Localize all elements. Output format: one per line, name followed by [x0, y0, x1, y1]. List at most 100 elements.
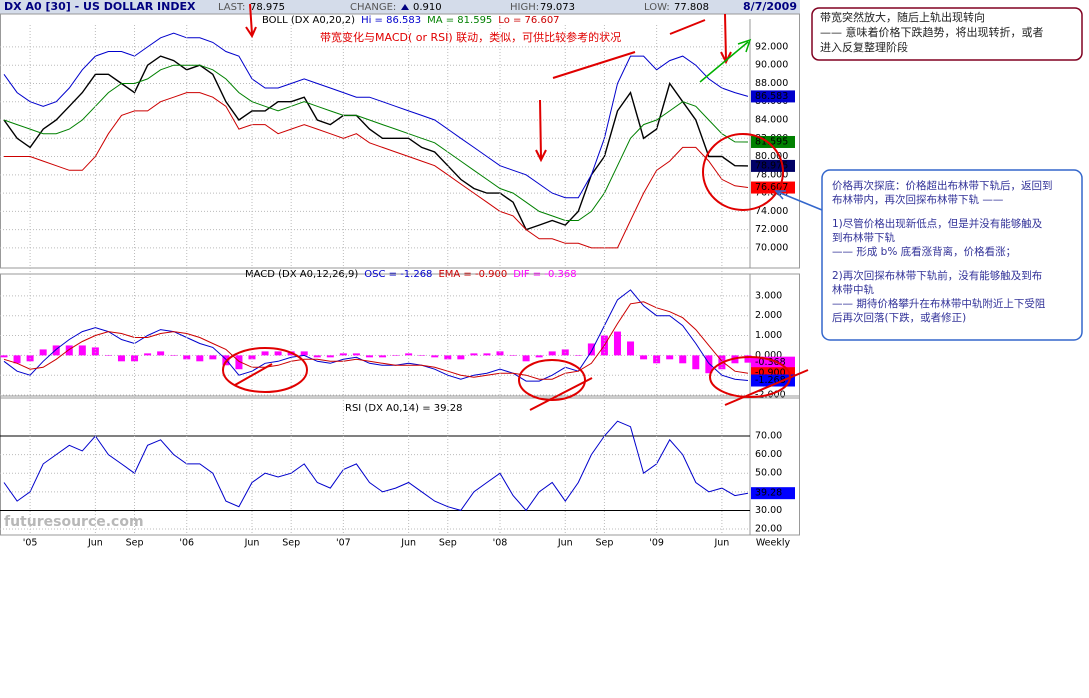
subtitle-part: DIF = -0.368 [513, 269, 576, 280]
y-tick-label: 90.000 [755, 60, 788, 71]
histogram-bar [261, 351, 269, 356]
top-note-box [811, 7, 1083, 61]
histogram-bar [144, 353, 152, 356]
x-axis-label: Weekly [756, 538, 791, 549]
histogram-bar [235, 355, 243, 370]
histogram-bar [679, 355, 687, 364]
low-label: LOW: [644, 2, 670, 13]
y-tick-label: 70.00 [755, 431, 782, 442]
histogram-bar [613, 331, 621, 356]
value-tag-label: 76.607 [755, 182, 788, 193]
histogram-bar [313, 355, 321, 358]
chart-note: 带宽变化与MACD( or RSI) 联动，类似，可供比较参考的状况 [320, 30, 621, 44]
x-tick-label: Jun [557, 538, 573, 549]
header-bar [0, 0, 800, 14]
value-tag-label: 81.595 [755, 136, 788, 147]
series-line [3, 420, 749, 512]
series-line [3, 64, 749, 221]
annotation-marks [222, 3, 809, 411]
subtitle-part: Lo = 76.607 [498, 15, 559, 26]
histogram-bar [157, 351, 165, 356]
green-arrow [699, 38, 752, 83]
y-tick-label: 80.000 [755, 151, 788, 162]
x-tick-label: '08 [493, 538, 508, 549]
panel-frame [0, 13, 800, 269]
histogram-bar [666, 355, 674, 360]
value-tag [751, 90, 795, 103]
histogram-bar [248, 355, 256, 360]
plot-area: 70.00072.00074.00076.00078.00080.00082.0… [0, 13, 800, 549]
x-tick-label: Jun [400, 538, 416, 549]
watermark: futuresource.com [4, 514, 144, 530]
histogram-bar [52, 345, 60, 356]
note-line: 2)再次回探布林带下轨前，没有能够触及到布 [832, 269, 1042, 282]
histogram-bar [13, 355, 21, 364]
change-label: CHANGE: [350, 2, 396, 13]
change-value: 0.910 [413, 2, 442, 13]
panel-subtitle: RSI (DX A0,14) = 39.28 [345, 403, 462, 414]
connector [774, 190, 823, 211]
histogram-bar [39, 349, 47, 356]
y-tick-label: 2.000 [755, 310, 782, 321]
y-tick-label: 78.000 [755, 169, 788, 180]
subtitle-part: RSI (DX A0,14) = 39.28 [345, 403, 462, 414]
histogram-bar [509, 355, 517, 356]
panel-frame [0, 395, 800, 536]
top-note: 带宽突然放大，随后上轨出现转向—— 意味着价格下跌趋势，将出现转折，或者进入反复… [820, 10, 1044, 54]
histogram-bar [339, 353, 347, 356]
histogram-bar [548, 351, 556, 356]
x-tick-label: Jun [713, 538, 729, 549]
histogram-bar [496, 351, 504, 356]
y-tick-label: 72.000 [755, 224, 788, 235]
chart-title: DX A0 [30] - US DOLLAR INDEX [4, 0, 196, 13]
x-tick-label: '05 [23, 538, 38, 549]
last-value: 78.975 [250, 2, 285, 13]
y-tick-label: 50.00 [755, 468, 782, 479]
series-line [4, 92, 749, 249]
y-tick-label: 30.00 [755, 505, 782, 516]
arrow [245, 3, 257, 39]
note-line: 带宽突然放大，随后上轨出现转向 [820, 10, 985, 24]
high-value: 79.073 [540, 2, 575, 13]
x-tick-label: Jun [244, 538, 260, 549]
histogram-bar [104, 355, 112, 356]
histogram-bar [352, 353, 360, 356]
panel-subtitle: BOLL (DX A0,20,2) Hi = 86.583 MA = 81.595 L… [262, 15, 560, 26]
histogram-bar [300, 351, 308, 356]
y-tick-label: 3.000 [755, 290, 782, 301]
note-line: 布林带内，再次回探布林带下轨 —— [832, 193, 1003, 206]
trend-line [552, 19, 706, 79]
histogram-bar [431, 355, 439, 358]
histogram-bar [183, 355, 191, 360]
arrow [535, 99, 547, 163]
histogram-bar [0, 355, 8, 358]
histogram-bar [444, 355, 452, 360]
histogram-bar [365, 355, 373, 358]
y-tick-label: 70.000 [755, 242, 788, 253]
x-tick-label: Sep [282, 538, 300, 549]
arrow [720, 13, 732, 65]
circle [518, 359, 586, 401]
histogram-bar [692, 355, 700, 370]
subtitle-part: MACD (DX A0,12,26,9) [245, 269, 358, 280]
up-arrow [401, 4, 409, 10]
x-tick-label: Jun [87, 538, 103, 549]
value-tag-label: -0.368 [755, 357, 786, 368]
value-tag [751, 159, 795, 172]
trend-line [234, 363, 273, 386]
subtitle-part: OSC = -1.268 [364, 269, 432, 280]
histogram-bar [705, 355, 713, 374]
histogram-bar [91, 347, 99, 356]
note-line: 进入反复整理阶段 [820, 40, 908, 54]
histogram-bar [653, 355, 661, 364]
subtitle-part: MA = 81.595 [427, 15, 492, 26]
value-tag-label: 86.583 [755, 91, 788, 102]
trend-line [529, 377, 593, 411]
series-line [3, 32, 749, 199]
histogram-bar [483, 353, 491, 356]
date: 8/7/2009 [743, 0, 797, 13]
histogram-bar [627, 341, 635, 356]
histogram-bar [574, 355, 582, 356]
